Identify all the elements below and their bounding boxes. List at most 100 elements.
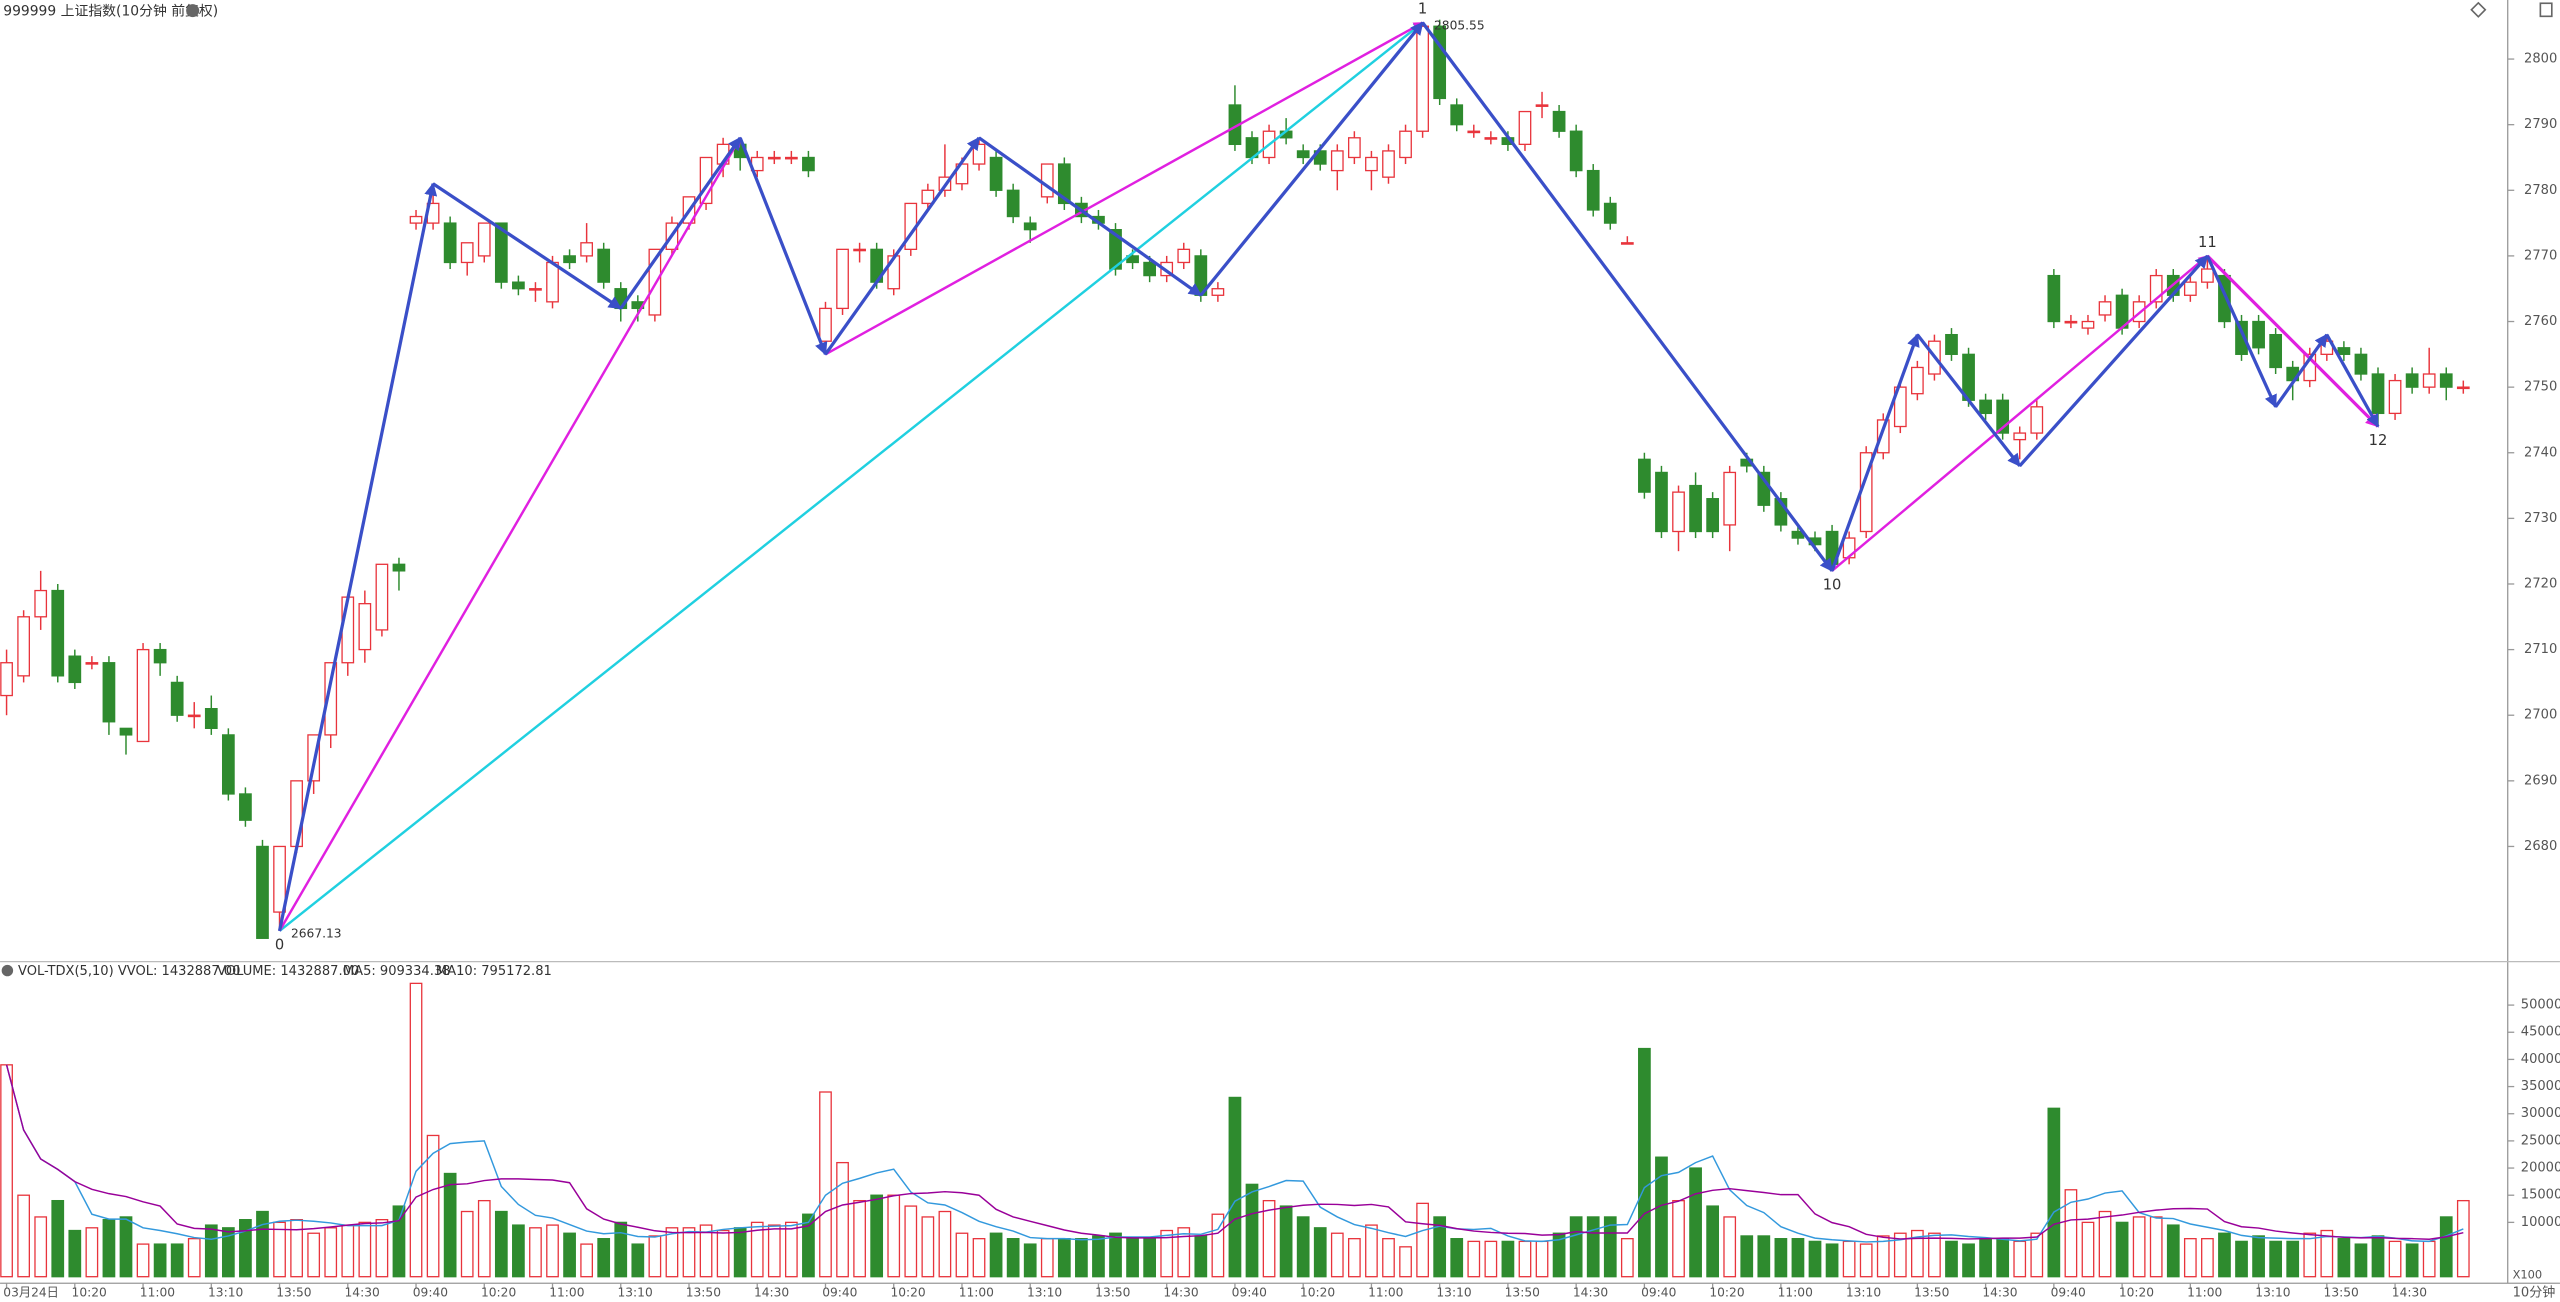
candle-body — [2337, 347, 2351, 355]
volume-bar — [2269, 1240, 2283, 1278]
volume-bar — [1689, 1167, 1702, 1278]
candle-body — [221, 734, 235, 795]
volume-bar — [580, 1243, 594, 1278]
volume-bar — [853, 1199, 866, 1278]
volume-bar — [1962, 1243, 1975, 1278]
volume-bar — [2422, 1240, 2436, 1278]
volume-bar — [2439, 1216, 2453, 1278]
candle-body — [1569, 130, 1583, 172]
x-tick-label: 10:20 — [1709, 1286, 1744, 1300]
volume-bar — [119, 1216, 133, 1278]
volume-bar — [512, 1224, 525, 1278]
volume-bar — [426, 1134, 440, 1278]
candle-body — [477, 222, 491, 257]
volume-bar — [375, 1219, 389, 1278]
candle-body — [563, 255, 576, 264]
candle-body — [1399, 130, 1412, 159]
volume-bar — [784, 1221, 798, 1278]
candle-body — [921, 189, 935, 205]
candle-body — [2047, 274, 2061, 323]
volume-bar — [2405, 1243, 2419, 1278]
volume-bar — [221, 1227, 235, 1278]
indicator-menu-icon[interactable] — [1, 964, 14, 977]
x-tick-label: 13:10 — [617, 1286, 652, 1300]
candle-body — [2405, 373, 2419, 388]
candle-body — [341, 596, 355, 664]
candle-body — [1706, 498, 1720, 533]
wave-line — [1421, 21, 1834, 572]
x-tick-label: 13:10 — [1846, 1286, 1881, 1300]
volume-bar — [2371, 1235, 2385, 1278]
volume-bar — [477, 1199, 491, 1278]
candle-body — [1023, 222, 1037, 231]
wave-line — [1831, 254, 2209, 572]
ma10-text: MA10: 795172.81 — [436, 964, 552, 979]
x-tick-label: 14:30 — [1163, 1286, 1198, 1300]
volume-bar — [102, 1219, 116, 1278]
y-tick-label: 2750 — [2524, 380, 2557, 395]
candle-body — [2013, 432, 2027, 441]
volume-text: VOLUME: 1432887.00 — [217, 964, 359, 979]
volume-bar — [2201, 1238, 2214, 1278]
candle-body — [187, 714, 201, 718]
volume-bar — [648, 1235, 662, 1278]
volume-bar — [938, 1210, 952, 1278]
x-tick-label: 10:20 — [890, 1286, 925, 1300]
toolbar-icon[interactable] — [2539, 2, 2553, 18]
x-tick-label: 09:40 — [822, 1286, 857, 1300]
x-tick-label: 09:40 — [1641, 1286, 1676, 1300]
candle-body — [2456, 386, 2470, 390]
volume-bar — [682, 1227, 696, 1278]
candle-body — [460, 242, 474, 264]
volume-bar — [324, 1227, 338, 1278]
volume-bar — [1075, 1238, 1088, 1278]
candle-body — [136, 648, 150, 743]
candle-body — [1382, 150, 1395, 178]
wave-line — [978, 136, 1202, 297]
volume-bar — [1245, 1183, 1259, 1278]
volume-bar — [204, 1224, 218, 1278]
volume-bar — [1057, 1238, 1071, 1278]
candle-body — [1296, 150, 1310, 159]
volume-bar — [2252, 1235, 2265, 1278]
volume-bar — [699, 1224, 713, 1278]
volume-bar — [1979, 1238, 1992, 1278]
candle-body — [529, 288, 542, 291]
candle-body — [358, 603, 372, 651]
y-tick-label: 2760 — [2524, 314, 2557, 329]
candle-body — [2422, 373, 2436, 388]
wave-line — [1199, 21, 1424, 297]
x-tick-label: 11:00 — [1778, 1286, 1813, 1300]
volume-bar — [68, 1229, 82, 1278]
x-tick-label: 09:40 — [2051, 1286, 2086, 1300]
volume-bar — [921, 1216, 935, 1278]
candle-body — [1620, 242, 1634, 245]
candle-body — [1160, 261, 1174, 277]
volume-bar — [972, 1238, 986, 1278]
volume-bar — [955, 1232, 969, 1278]
x-tick-label: 13:50 — [276, 1286, 311, 1300]
y-tick-label: 2710 — [2524, 642, 2557, 657]
volume-bar — [2286, 1240, 2300, 1278]
volume-bar — [1450, 1238, 1464, 1278]
y-tick-label: 2680 — [2524, 839, 2557, 854]
toolbar-icon[interactable] — [2470, 1, 2487, 18]
title-menu-icon[interactable] — [186, 4, 200, 18]
candle-body — [1347, 137, 1361, 159]
volume-bar — [716, 1229, 730, 1278]
wave-line — [738, 137, 828, 356]
wave-line — [2018, 254, 2209, 467]
candle-body — [1057, 163, 1071, 205]
volume-y-tick-label: 35000 — [2521, 1079, 2560, 1094]
chart-title: 999999 上证指数(10分钟 前复权) — [3, 2, 218, 19]
volume-bar — [1655, 1156, 1668, 1278]
volume-bar — [1262, 1199, 1276, 1278]
volume-bar — [2218, 1232, 2231, 1278]
volume-bar — [767, 1224, 781, 1278]
candle-body — [853, 248, 866, 252]
volume-bar — [2098, 1210, 2112, 1278]
x-tick-label: 10:20 — [1300, 1286, 1335, 1300]
y-tick-label: 2780 — [2524, 183, 2557, 198]
